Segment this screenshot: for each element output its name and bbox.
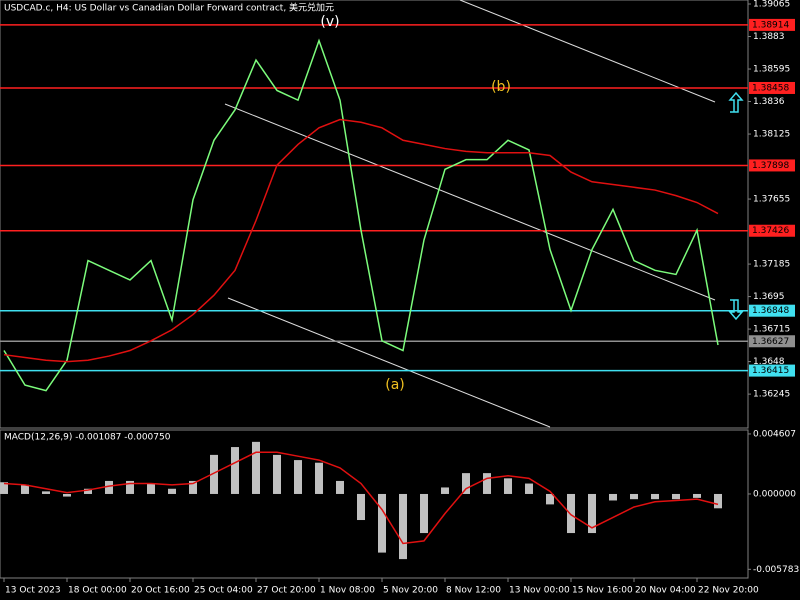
- chart-title: USDCAD.c, H4: US Dollar vs Canadian Doll…: [4, 2, 334, 14]
- macd-bar: [147, 483, 155, 494]
- y-tick-label: 0.004607: [753, 429, 796, 439]
- channel-line: [224, 103, 716, 301]
- macd-bar: [693, 493, 701, 498]
- macd-bar: [315, 462, 323, 494]
- level-label-bg: [749, 335, 795, 348]
- macd-bar: [273, 454, 281, 494]
- y-tick-label: 1.37185: [753, 260, 790, 270]
- x-tick-label: 1 Nov 08:00: [320, 586, 375, 596]
- price-frame: [0, 0, 749, 429]
- level-label-bg: [749, 159, 795, 172]
- y-tick-label: 1.3883: [753, 32, 785, 42]
- y-tick-label: 0.000000: [753, 489, 796, 499]
- macd-bar: [42, 491, 50, 494]
- y-tick-label: 1.3648: [753, 357, 785, 367]
- macd-bar: [609, 493, 617, 501]
- y-tick-label: 1.3836: [753, 97, 785, 107]
- y-tick-label: -0.005783: [753, 565, 799, 575]
- macd-title: MACD(12,26,9) -0.001087 -0.000750: [4, 433, 171, 443]
- macd-bar: [126, 480, 134, 494]
- sell-arrow-icon: [728, 299, 744, 321]
- macd-bar: [462, 473, 470, 494]
- y-tick-label: 1.38125: [753, 130, 790, 140]
- x-tick-label: 22 Nov 20:00: [698, 586, 759, 596]
- y-tick-label: 1.38595: [753, 65, 790, 75]
- macd-bar: [168, 488, 176, 494]
- macd-bar: [399, 493, 407, 560]
- channel-line: [227, 297, 551, 428]
- macd-bar: [525, 483, 533, 494]
- x-tick-label: 25 Oct 04:00: [194, 586, 253, 596]
- wave-label: (v): [320, 14, 339, 30]
- macd-bar: [672, 493, 680, 500]
- macd-bar: [21, 484, 29, 494]
- macd-bar: [0, 482, 8, 494]
- macd-bar: [588, 493, 596, 534]
- level-label-bg: [749, 364, 795, 377]
- level-label-bg: [749, 81, 795, 94]
- macd-bar: [189, 480, 197, 494]
- macd-bar: [483, 473, 491, 494]
- y-tick-label: 1.3695: [753, 292, 785, 302]
- level-label: 1.37898: [752, 161, 789, 171]
- level-label-bg: [749, 224, 795, 237]
- buy-arrow-icon: [728, 91, 744, 113]
- x-tick-label: 5 Nov 20:00: [383, 586, 438, 596]
- macd-bar: [441, 487, 449, 494]
- level-label: 1.38458: [752, 83, 789, 93]
- y-tick-label: 1.36245: [753, 390, 790, 400]
- x-tick-label: 15 Nov 16:00: [572, 586, 633, 596]
- macd-bar: [567, 493, 575, 534]
- macd-bar: [651, 493, 659, 500]
- macd-bar: [357, 493, 365, 521]
- wave-label: (a): [385, 377, 405, 393]
- price-line: [3, 38, 719, 392]
- y-tick-label: 1.39065: [753, 0, 790, 10]
- macd-bar: [63, 493, 71, 497]
- macd-bar: [252, 441, 260, 494]
- macd-bar: [630, 493, 638, 500]
- level-label-bg: [749, 18, 795, 31]
- macd-bar: [504, 478, 512, 494]
- level-label: 1.36848: [752, 306, 789, 316]
- macd-bar: [84, 488, 92, 494]
- macd-frame: [0, 429, 749, 579]
- x-tick-label: 13 Oct 2023: [5, 586, 61, 596]
- level-label-bg: [749, 304, 795, 317]
- macd-bar: [294, 460, 302, 494]
- y-tick-label: 1.36715: [753, 325, 790, 335]
- channel-line: [459, 0, 716, 103]
- level-label: 1.36415: [752, 366, 789, 376]
- signal-line: [3, 451, 719, 545]
- macd-bar: [210, 454, 218, 494]
- macd-bar: [546, 493, 554, 505]
- x-tick-label: 13 Nov 00:00: [509, 586, 570, 596]
- macd-bar: [420, 493, 428, 534]
- x-tick-label: 18 Oct 00:00: [68, 586, 127, 596]
- x-tick-label: 20 Oct 16:00: [131, 586, 190, 596]
- moving-average: [3, 118, 719, 363]
- macd-bar: [231, 447, 239, 494]
- level-label: 1.38914: [752, 20, 789, 30]
- macd-bar: [105, 480, 113, 494]
- x-tick-label: 8 Nov 12:00: [446, 586, 501, 596]
- y-tick-label: 1.37655: [753, 195, 790, 205]
- x-tick-label: 27 Oct 20:00: [257, 586, 316, 596]
- wave-label: (b): [491, 79, 511, 95]
- macd-bar: [336, 480, 344, 494]
- macd-bar: [378, 493, 386, 553]
- level-label: 1.37426: [752, 226, 789, 236]
- level-label: 1.36627: [752, 337, 789, 347]
- x-tick-label: 20 Nov 04:00: [635, 586, 696, 596]
- macd-bar: [714, 493, 722, 509]
